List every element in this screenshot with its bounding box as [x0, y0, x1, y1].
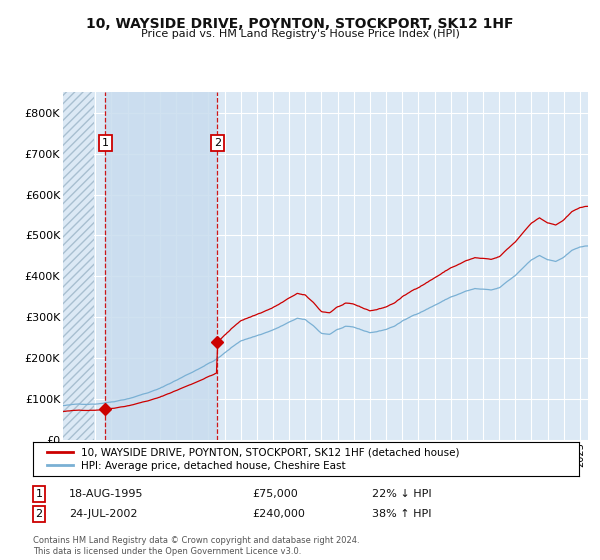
Legend: 10, WAYSIDE DRIVE, POYNTON, STOCKPORT, SK12 1HF (detached house), HPI: Average p: 10, WAYSIDE DRIVE, POYNTON, STOCKPORT, S… [44, 444, 463, 474]
Text: £240,000: £240,000 [252, 509, 305, 519]
Text: 2: 2 [35, 509, 43, 519]
Text: 10, WAYSIDE DRIVE, POYNTON, STOCKPORT, SK12 1HF: 10, WAYSIDE DRIVE, POYNTON, STOCKPORT, S… [86, 17, 514, 31]
Bar [106, 92, 217, 440]
Text: 18-AUG-1995: 18-AUG-1995 [69, 489, 143, 499]
Text: 24-JUL-2002: 24-JUL-2002 [69, 509, 137, 519]
Text: Contains HM Land Registry data © Crown copyright and database right 2024.
This d: Contains HM Land Registry data © Crown c… [33, 536, 359, 556]
Text: 22% ↓ HPI: 22% ↓ HPI [372, 489, 431, 499]
Text: £75,000: £75,000 [252, 489, 298, 499]
Bar [63, 92, 94, 440]
Text: 38% ↑ HPI: 38% ↑ HPI [372, 509, 431, 519]
Text: 1: 1 [35, 489, 43, 499]
Text: 2: 2 [214, 138, 221, 148]
Text: Price paid vs. HM Land Registry's House Price Index (HPI): Price paid vs. HM Land Registry's House … [140, 29, 460, 39]
Text: 1: 1 [102, 138, 109, 148]
